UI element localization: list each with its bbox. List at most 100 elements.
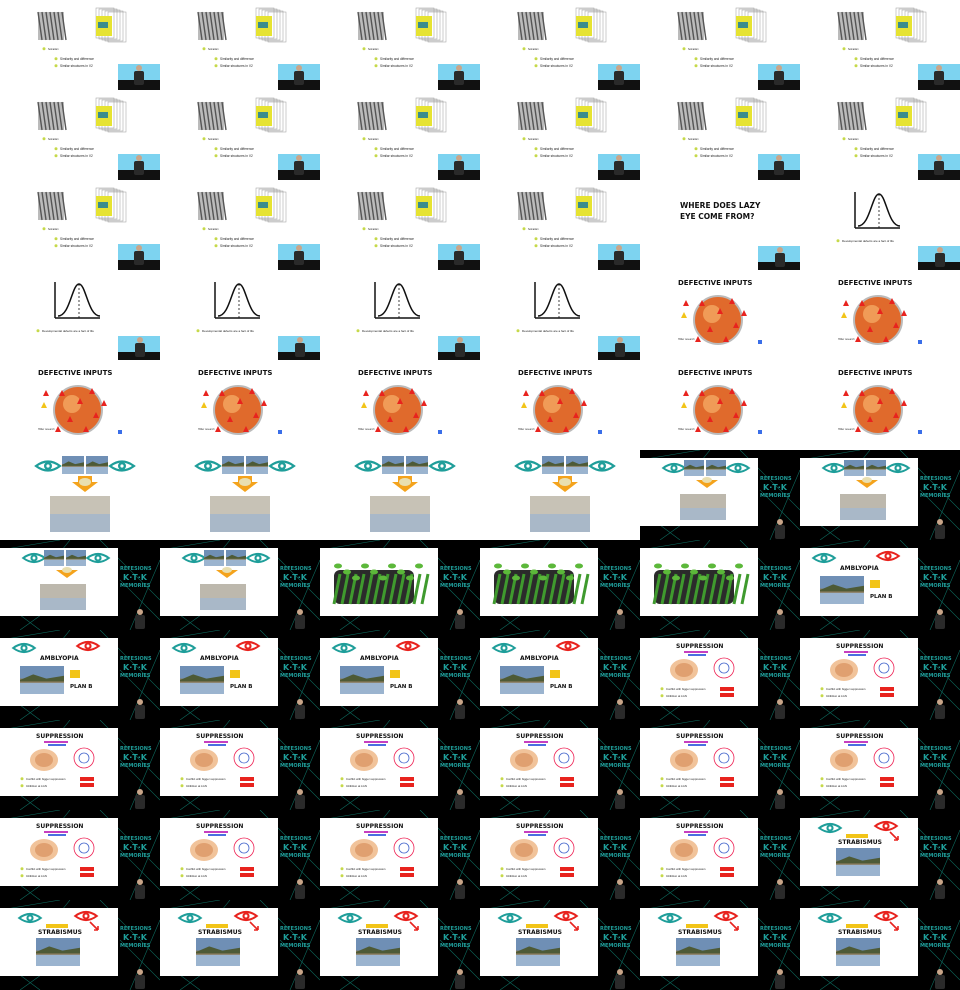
video-thumbnail-defect[interactable]: DEFECTIVE INPUTS Hillier research <box>800 360 960 450</box>
video-thumbnail-v2[interactable]: Somatism Similarity and difference Simila… <box>480 90 640 180</box>
video-thumbnail-strab[interactable]: STRABISMUS REFESIONS K·T·K MEMORIES <box>160 900 320 990</box>
video-thumbnail-strab[interactable]: STRABISMUS REFESIONS K·T·K MEMORIES <box>640 900 800 990</box>
video-thumbnail-v2[interactable]: Somatism Similarity and difference Simila… <box>160 0 320 90</box>
video-thumbnail-plants[interactable]: REFESIONS K·T·K MEMORIES <box>320 540 480 630</box>
svg-text:REFESIONS: REFESIONS <box>920 476 952 482</box>
video-thumbnail-strab[interactable]: STRABISMUS REFESIONS K·T·K MEMORIES <box>800 810 960 900</box>
cortex-columns <box>95 97 127 133</box>
video-thumbnail-v2[interactable]: Somatism Similarity and difference Simila… <box>320 180 480 270</box>
video-thumbnail-v2[interactable]: Somatism Similarity and difference Simila… <box>0 0 160 90</box>
video-thumbnail-curve[interactable]: Developmental defects are a fact of life <box>160 270 320 360</box>
video-thumbnail-defect[interactable]: DEFECTIVE INPUTS Hillier research <box>800 270 960 360</box>
video-thumbnail-supp[interactable]: SUPPRESSION Conflict with bigger suppres… <box>800 720 960 810</box>
video-thumbnail-v2[interactable]: Somatism Similarity and difference Simila… <box>0 180 160 270</box>
video-thumbnail-supp[interactable]: SUPPRESSION Conflict with bigger suppres… <box>320 720 480 810</box>
svg-text:SUPPRESSION: SUPPRESSION <box>676 733 723 740</box>
video-thumbnail-v2[interactable]: Somatism Similarity and difference Simila… <box>160 90 320 180</box>
video-thumbnail-amb[interactable]: AMBLYOPIA PLAN B REFESIONS K·T·K MEMORIES <box>320 630 480 720</box>
brain-illustration <box>830 749 858 771</box>
plant-illustration <box>492 563 590 605</box>
video-thumbnail-amb[interactable]: AMBLYOPIA PLAN B REFESIONS K·T·K MEMORIES <box>0 630 160 720</box>
thumbnail-slide: SUPPRESSION Conflict with bigger suppres… <box>640 720 800 810</box>
landscape-photo <box>820 576 864 604</box>
svg-text:Similar structures in V2: Similar structures in V2 <box>540 154 573 158</box>
video-thumbnail-defect[interactable]: DEFECTIVE INPUTS Hillier research <box>640 360 800 450</box>
thumbnail-slide: DEFECTIVE INPUTS Hillier research <box>320 360 480 450</box>
video-thumbnail-v2[interactable]: Somatism Similarity and difference Simila… <box>0 90 160 180</box>
svg-text:K·T·K: K·T·K <box>923 753 948 762</box>
video-thumbnail-supp[interactable]: SUPPRESSION Conflict with bigger suppres… <box>160 720 320 810</box>
video-thumbnail-defect[interactable]: DEFECTIVE INPUTS Hillier research <box>320 360 480 450</box>
video-thumbnail-v2[interactable]: Somatism Similarity and difference Simila… <box>320 0 480 90</box>
video-thumbnail-defect[interactable]: DEFECTIVE INPUTS Hillier research <box>480 360 640 450</box>
video-thumbnail-lazy[interactable]: WHERE DOES LAZY EYE COME FROM? <box>640 180 800 270</box>
thumbnail-slide: Developmental defects are a fact of life <box>160 270 320 360</box>
video-thumbnail-defect[interactable]: DEFECTIVE INPUTS Hillier research <box>0 360 160 450</box>
eye-icon <box>393 910 419 922</box>
video-thumbnail-curve[interactable]: Developmental defects are a fact of life <box>320 270 480 360</box>
video-thumbnail-supp[interactable]: SUPPRESSION Conflict with bigger suppres… <box>320 810 480 900</box>
video-thumbnail-strab[interactable]: STRABISMUS REFESIONS K·T·K MEMORIES <box>800 900 960 990</box>
video-thumbnail-v2[interactable]: Somatism Similarity and difference Simila… <box>800 90 960 180</box>
svg-text:DEFECTIVE INPUTS: DEFECTIVE INPUTS <box>38 369 112 377</box>
video-thumbnail-defect[interactable]: DEFECTIVE INPUTS Hillier research <box>640 270 800 360</box>
video-thumbnail-v2[interactable]: Somatism Similarity and difference Simila… <box>480 180 640 270</box>
video-thumbnail-supp[interactable]: SUPPRESSION Conflict with bigger suppres… <box>480 720 640 810</box>
svg-text:Inhibition at LGN: Inhibition at LGN <box>826 694 847 698</box>
video-thumbnail-v2[interactable]: Somatism Similarity and difference Simila… <box>640 0 800 90</box>
video-thumbnail-supp[interactable]: SUPPRESSION Conflict with bigger suppres… <box>640 810 800 900</box>
video-thumbnail-eyes[interactable] <box>0 450 160 540</box>
video-thumbnail-supp[interactable]: SUPPRESSION Conflict with bigger suppres… <box>480 810 640 900</box>
video-thumbnail-eyes[interactable] <box>160 450 320 540</box>
video-thumbnail-supp[interactable]: SUPPRESSION Conflict with bigger suppres… <box>640 630 800 720</box>
video-thumbnail-curve[interactable]: Developmental defects are a fact of life <box>0 270 160 360</box>
video-thumbnail-supp[interactable]: SUPPRESSION Conflict with bigger suppres… <box>0 810 160 900</box>
video-thumbnail-curve[interactable]: Developmental defects are a fact of life <box>480 270 640 360</box>
svg-text:K·T·K: K·T·K <box>443 933 468 942</box>
video-thumbnail-supp[interactable]: SUPPRESSION Conflict with bigger suppres… <box>800 630 960 720</box>
svg-text:Conflict with bigger suppressi: Conflict with bigger suppression <box>666 777 706 781</box>
speaker-figure <box>134 65 144 85</box>
video-thumbnail-amb[interactable]: AMBLYOPIA PLAN B REFESIONS K·T·K MEMORIES <box>160 630 320 720</box>
video-thumbnail-v2[interactable]: Somatism Similarity and difference Simila… <box>800 0 960 90</box>
video-thumbnail-eyes[interactable] <box>320 450 480 540</box>
landscape-photo <box>196 938 240 966</box>
video-thumbnail-strab[interactable]: STRABISMUS REFESIONS K·T·K MEMORIES <box>0 900 160 990</box>
video-thumbnail-strab[interactable]: STRABISMUS REFESIONS K·T·K MEMORIES <box>320 900 480 990</box>
video-thumbnail-v2[interactable]: Somatism Similarity and difference Simila… <box>320 90 480 180</box>
brain-illustration <box>190 749 218 771</box>
svg-text:REFESIONS: REFESIONS <box>760 926 792 932</box>
video-thumbnail-curve[interactable]: Developmental defects are a fact of life <box>800 180 960 270</box>
video-thumbnail-amb[interactable]: AMBLYOPIA PLAN B REFESIONS K·T·K MEMORIES <box>800 540 960 630</box>
video-thumbnail-eyes[interactable] <box>480 450 640 540</box>
video-thumbnail-eyes_b[interactable]: REFESIONS K·T·K MEMORIES <box>640 450 800 540</box>
video-thumbnail-supp[interactable]: SUPPRESSION Conflict with bigger suppres… <box>160 810 320 900</box>
svg-text:K·T·K: K·T·K <box>283 663 308 672</box>
svg-text:Similarity and difference: Similarity and difference <box>60 147 94 151</box>
video-thumbnail-v2[interactable]: Somatism Similarity and difference Simila… <box>480 0 640 90</box>
landscape-photo <box>836 848 880 876</box>
svg-text:MEMORIES: MEMORIES <box>760 673 791 679</box>
landscape-photo <box>706 460 726 476</box>
video-thumbnail-eyes_b[interactable]: REFESIONS K·T·K MEMORIES <box>0 540 160 630</box>
speaker-figure <box>295 789 305 809</box>
svg-text:AMBLYOPIA: AMBLYOPIA <box>520 655 559 662</box>
video-thumbnail-eyes_b[interactable]: REFESIONS K·T·K MEMORIES <box>160 540 320 630</box>
eye-icon <box>713 910 739 922</box>
video-thumbnail-defect[interactable]: DEFECTIVE INPUTS Hillier research <box>160 360 320 450</box>
video-thumbnail-supp[interactable]: SUPPRESSION Conflict with bigger suppres… <box>0 720 160 810</box>
video-thumbnail-supp[interactable]: SUPPRESSION Conflict with bigger suppres… <box>640 720 800 810</box>
video-thumbnail-eyes_b[interactable]: REFESIONS K·T·K MEMORIES <box>800 450 960 540</box>
video-thumbnail-v2[interactable]: Somatism Similarity and difference Simila… <box>160 180 320 270</box>
svg-text:Somatism: Somatism <box>528 138 539 141</box>
video-thumbnail-amb[interactable]: AMBLYOPIA PLAN B REFESIONS K·T·K MEMORIES <box>480 630 640 720</box>
video-thumbnail-strab[interactable]: STRABISMUS REFESIONS K·T·K MEMORIES <box>480 900 640 990</box>
video-thumbnail-v2[interactable]: Somatism Similarity and difference Simila… <box>640 90 800 180</box>
video-thumbnail-plants[interactable]: REFESIONS K·T·K MEMORIES <box>480 540 640 630</box>
video-thumbnail-plants[interactable]: REFESIONS K·T·K MEMORIES <box>640 540 800 630</box>
